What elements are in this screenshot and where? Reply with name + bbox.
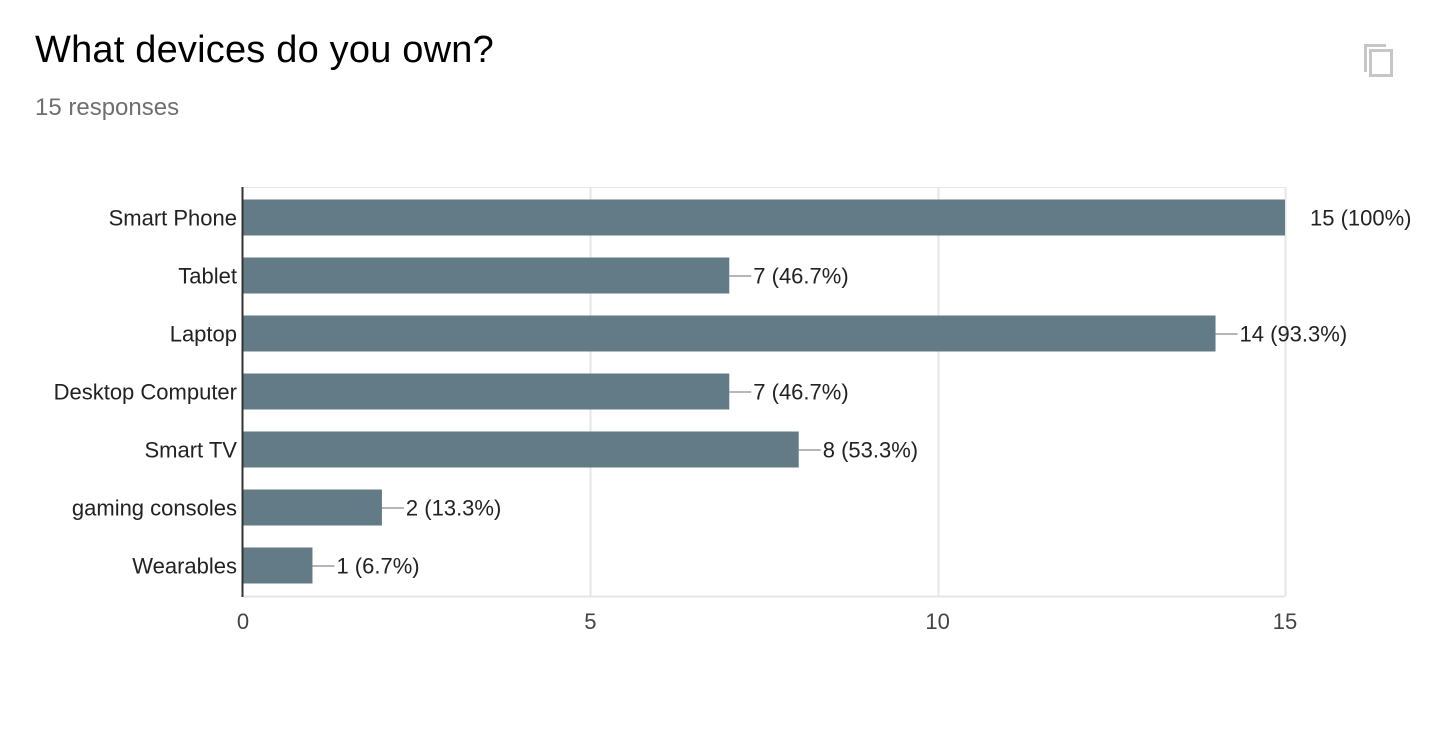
category-label: gaming consoles: [72, 496, 237, 521]
bar: [243, 431, 799, 468]
data-label: 15 (100%): [1310, 206, 1412, 231]
bar: [243, 547, 313, 584]
data-label: 8 (53.3%): [823, 438, 918, 463]
copy-chart-button[interactable]: [1354, 34, 1402, 82]
data-label: 7 (46.7%): [753, 380, 848, 405]
x-tick-label: 15: [1273, 609, 1297, 634]
bar: [243, 489, 382, 526]
category-label: Laptop: [170, 322, 237, 347]
x-tick-label: 10: [925, 609, 949, 634]
category-label: Smart TV: [144, 438, 237, 463]
data-label: 14 (93.3%): [1240, 322, 1348, 347]
bar: [243, 315, 1216, 352]
x-tick-label: 5: [584, 609, 596, 634]
copy-icon: [1364, 44, 1393, 77]
data-label: 7 (46.7%): [753, 264, 848, 289]
category-label: Wearables: [132, 554, 237, 579]
x-tick-label: 0: [237, 609, 249, 634]
category-label: Smart Phone: [109, 206, 237, 231]
bar: [243, 199, 1285, 236]
question-title: What devices do you own?: [35, 29, 494, 71]
bar: [243, 257, 730, 294]
category-label: Desktop Computer: [54, 380, 237, 405]
response-count: 15 responses: [35, 94, 180, 121]
data-label: 1 (6.7%): [336, 554, 419, 579]
data-label: 2 (13.3%): [406, 496, 501, 521]
category-label: Tablet: [178, 264, 237, 289]
bar: [243, 373, 730, 410]
